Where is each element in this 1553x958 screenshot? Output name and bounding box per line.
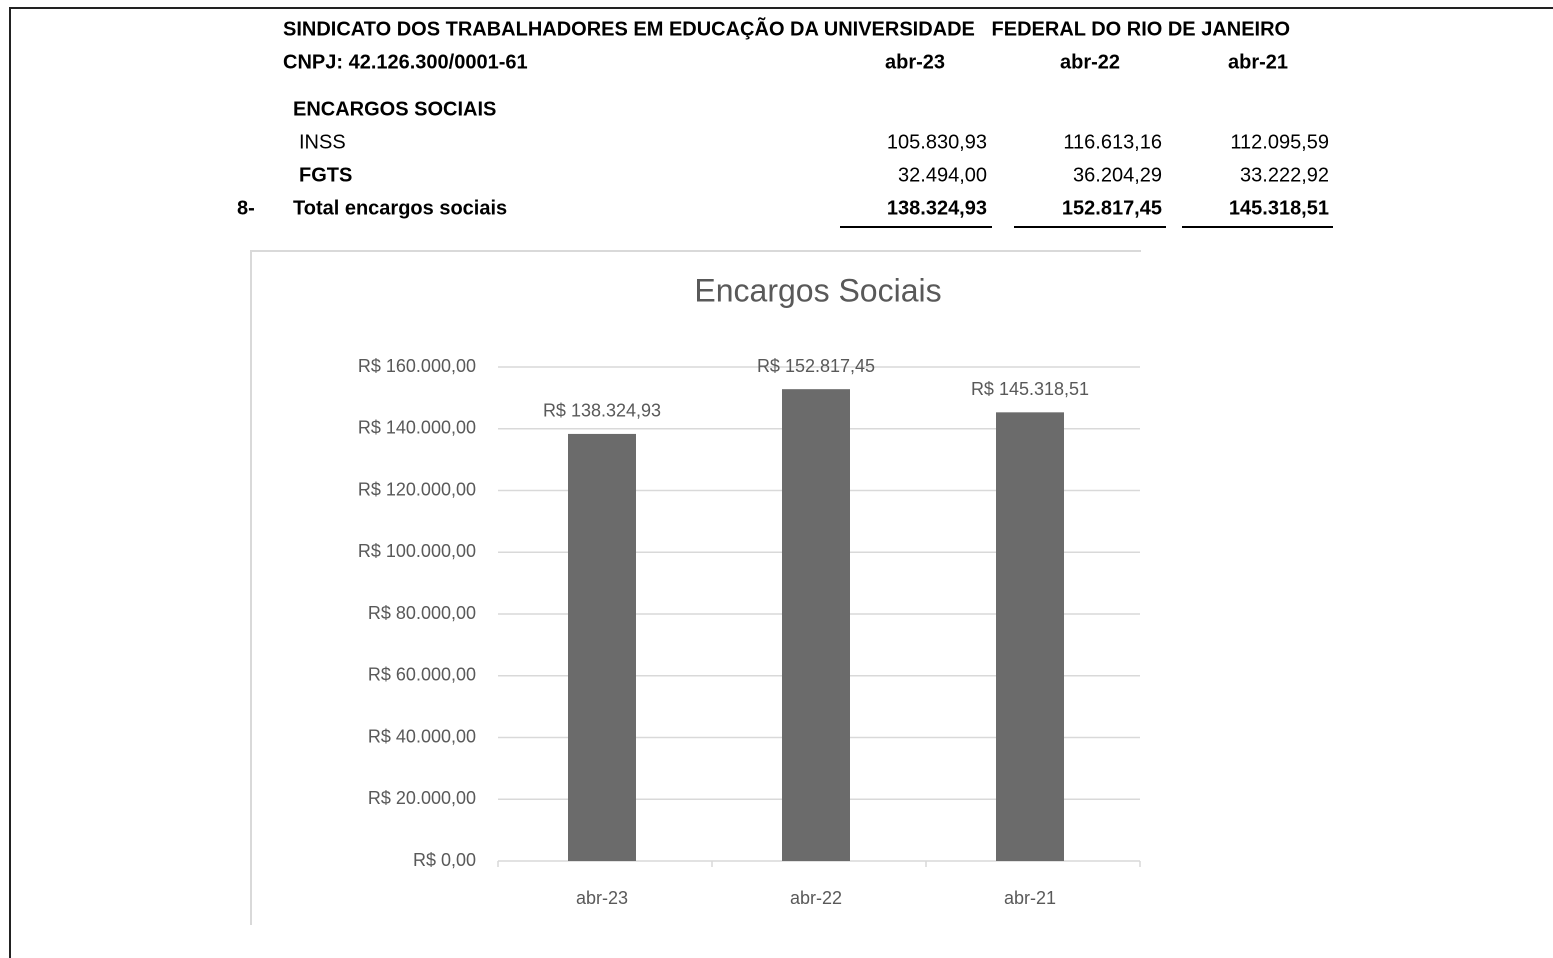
y-tick-label: R$ 120.000,00 (358, 479, 476, 499)
bar (568, 433, 636, 861)
cell: 105.830,93 (887, 131, 987, 153)
y-tick-label: R$ 80.000,00 (368, 603, 476, 623)
column-header: abr-23 (885, 51, 945, 73)
page-border (9, 7, 1553, 958)
row-label: Total encargos sociais (293, 197, 507, 219)
total-cell: 152.817,45 (1062, 197, 1162, 219)
row-label: FGTS (299, 164, 352, 186)
total-cell: 145.318,51 (1229, 197, 1329, 219)
cell: 112.095,59 (1230, 131, 1329, 153)
org-title: SINDICATO DOS TRABALHADORES EM EDUCAÇÃO … (283, 17, 1290, 40)
section-title: ENCARGOS SOCIAIS (293, 98, 496, 120)
cell: 116.613,16 (1063, 131, 1162, 153)
column-header: abr-22 (1060, 51, 1120, 73)
x-tick-label: abr-21 (1004, 888, 1056, 908)
column-header: abr-21 (1228, 51, 1288, 73)
y-tick-label: R$ 140.000,00 (358, 418, 476, 438)
data-label: R$ 145.318,51 (971, 379, 1089, 399)
data-label: R$ 152.817,45 (757, 356, 875, 376)
row-label: INSS (299, 131, 346, 153)
y-tick-label: R$ 100.000,00 (358, 541, 476, 561)
cell: 33.222,92 (1240, 164, 1329, 186)
x-tick-label: abr-22 (790, 888, 842, 908)
data-label: R$ 138.324,93 (543, 401, 661, 421)
bar (782, 389, 850, 861)
total-cell: 138.324,93 (887, 197, 987, 219)
chart-frame (250, 250, 1141, 925)
y-tick-label: R$ 0,00 (413, 850, 476, 870)
bar (996, 412, 1064, 861)
cell: 32.494,00 (898, 164, 987, 186)
y-tick-label: R$ 60.000,00 (368, 665, 476, 685)
y-tick-label: R$ 40.000,00 (368, 726, 476, 746)
row-number: 8- (237, 197, 255, 219)
y-tick-label: R$ 20.000,00 (368, 788, 476, 808)
chart-title: Encargos Sociais (694, 272, 941, 308)
cell: 36.204,29 (1073, 164, 1162, 186)
x-tick-label: abr-23 (576, 888, 628, 908)
cnpj: CNPJ: 42.126.300/0001-61 (283, 51, 528, 73)
y-tick-label: R$ 160.000,00 (358, 356, 476, 376)
